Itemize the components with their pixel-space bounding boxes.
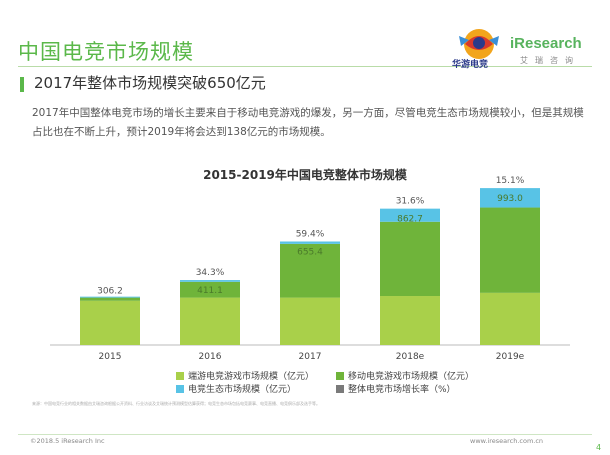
bar-segment-3	[380, 208, 440, 222]
bar-segment-1	[80, 300, 140, 345]
page-title: 中国电竞市场规模	[18, 40, 194, 64]
growth-rate-label: 15.1%	[496, 176, 525, 186]
bar-segment-1	[180, 297, 240, 345]
x-tick-label: 2019e	[496, 352, 525, 362]
bar-segment-2	[380, 221, 440, 297]
source-footnote: 来源：中国电竞行业的相关数据由艾瑞咨询根据公开资料、行业访谈及艾瑞统计预测模型估…	[32, 401, 320, 406]
x-tick-label: 2016	[199, 352, 222, 362]
partner-logo-text: 华游电竞	[452, 60, 489, 70]
subtitle-marker	[20, 77, 24, 92]
growth-rate-label: 34.3%	[196, 268, 225, 278]
x-tick-label: 2017	[299, 352, 322, 362]
iresearch-logo: iResearch	[510, 35, 582, 52]
huya-logo-icon	[451, 26, 507, 70]
page-number: 4	[596, 443, 602, 452]
growth-rate-label: 59.4%	[296, 230, 325, 240]
legend-swatch	[176, 371, 184, 380]
bar-segment-2	[480, 207, 540, 293]
total-value-label: 655.4	[297, 248, 323, 258]
copyright: ©2018.5 iResearch Inc	[30, 437, 105, 445]
iresearch-logo-cn: 艾瑞咨询	[520, 56, 580, 65]
bar-segment-1	[380, 296, 440, 345]
bar-segment-3	[180, 280, 240, 282]
total-value-label: 306.2	[97, 287, 123, 297]
bar-segment-2	[180, 281, 240, 298]
bar-segment-2	[280, 243, 340, 298]
legend-label: 整体电竞市场增长率（%）	[348, 385, 456, 395]
legend-swatch	[336, 371, 344, 380]
legend-swatch	[176, 384, 184, 393]
legend-item-client-game: 端游电竞游戏市场规模（亿元）	[176, 369, 314, 382]
total-value-label: 411.1	[197, 286, 223, 296]
chart-title: 2015-2019年中国电竞整体市场规模	[203, 168, 407, 182]
x-tick-label: 2015	[99, 352, 122, 362]
x-tick-label: 2018e	[396, 352, 425, 362]
title-divider	[18, 66, 592, 67]
bar-segment-3	[80, 296, 140, 298]
page-subtitle: 2017年整体市场规模突破650亿元	[34, 74, 266, 92]
legend-label: 电竞生态市场规模（亿元）	[188, 385, 297, 395]
growth-rate-label: 31.6%	[396, 197, 425, 207]
bar-segment-2	[80, 297, 140, 301]
bar-segment-3	[280, 241, 340, 244]
legend-item-ecosystem: 电竞生态市场规模（亿元）	[176, 382, 296, 395]
description-text: 2017年中国整体电竞市场的增长主要来自于移动电竞游戏的爆发，另一方面，尽管电竞…	[32, 107, 584, 138]
bar-segment-1	[480, 292, 540, 345]
legend-item-mobile-game: 移动电竞游戏市场规模（亿元）	[336, 369, 474, 382]
legend-item-growth-rate: 整体电竞市场增长率（%）	[336, 382, 456, 395]
total-value-label: 862.7	[397, 215, 423, 225]
bar-segment-1	[280, 297, 340, 345]
legend-label: 移动电竞游戏市场规模（亿元）	[348, 372, 475, 382]
website-link[interactable]: www.iresearch.com.cn	[470, 437, 544, 445]
bar-segment-3	[480, 188, 540, 208]
total-value-label: 993.0	[497, 194, 523, 204]
footer-divider	[18, 434, 592, 435]
legend-label: 端游电竞游戏市场规模（亿元）	[188, 372, 315, 382]
legend-swatch	[336, 384, 344, 393]
